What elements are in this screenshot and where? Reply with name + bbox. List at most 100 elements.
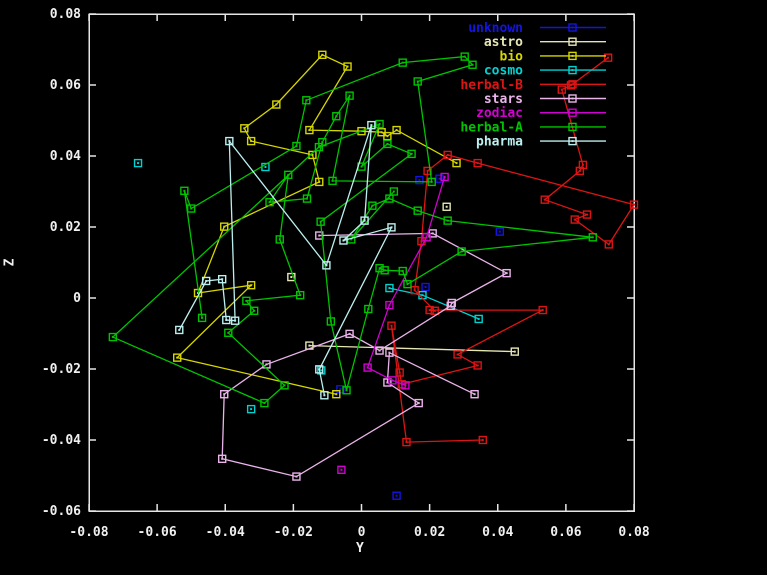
data-point-marker — [430, 306, 439, 315]
data-point-marker — [322, 261, 331, 270]
data-point-marker — [287, 272, 296, 282]
data-point-dot — [607, 56, 610, 59]
data-point-dot — [431, 232, 434, 235]
data-point-dot — [306, 197, 308, 200]
data-point-marker — [383, 378, 392, 387]
data-point-dot — [386, 381, 389, 384]
data-point-dot — [348, 332, 351, 335]
data-point-marker — [317, 366, 326, 375]
data-point-marker — [427, 177, 436, 187]
data-point-dot — [335, 115, 338, 118]
data-point-marker — [295, 290, 305, 300]
x-tick-label: 0.06 — [550, 525, 581, 540]
data-point-marker — [246, 404, 256, 414]
data-point-marker — [387, 321, 396, 330]
data-point-marker — [375, 263, 384, 273]
data-point-dot — [445, 205, 448, 208]
data-point-marker — [575, 166, 585, 176]
data-point-marker — [604, 240, 613, 249]
data-point-marker — [332, 390, 341, 399]
data-point-marker — [339, 236, 348, 245]
data-point-dot — [446, 219, 449, 222]
data-point-marker — [414, 398, 423, 408]
data-point-marker — [473, 361, 482, 370]
data-point-dot — [223, 225, 226, 228]
data-point-dot — [388, 304, 391, 307]
data-point-dot — [308, 129, 311, 132]
data-point-marker — [175, 325, 184, 335]
data-point-dot — [633, 203, 635, 206]
data-point-dot — [321, 53, 324, 56]
data-point-dot — [421, 294, 424, 297]
data-point-marker — [302, 194, 312, 203]
data-point-marker — [473, 158, 482, 168]
data-point-marker — [316, 217, 325, 226]
data-point-dot — [428, 309, 431, 312]
data-point-marker — [389, 187, 399, 196]
data-point-dot — [318, 180, 321, 183]
data-point-marker — [385, 194, 394, 203]
data-point-dot — [283, 384, 286, 387]
data-point-dot — [318, 234, 321, 237]
data-point-dot — [228, 140, 231, 143]
data-point-dot — [430, 180, 433, 183]
data-point-marker — [435, 174, 444, 183]
data-point-dot — [278, 238, 281, 241]
y-tick-label: 0.08 — [50, 7, 81, 22]
x-tick-label: 0.08 — [618, 525, 649, 540]
x-tick-label: -0.02 — [274, 525, 313, 540]
data-point-dot — [446, 153, 449, 156]
legend-marker-dot-zodiac — [571, 111, 574, 114]
data-point-dot — [243, 127, 246, 130]
data-point-marker — [186, 204, 196, 213]
data-point-marker — [392, 491, 401, 500]
data-point-dot — [265, 363, 268, 366]
data-point-marker — [225, 136, 234, 146]
data-point-dot — [331, 179, 334, 182]
data-point-dot — [413, 289, 416, 292]
y-tick-label: -0.04 — [42, 433, 81, 448]
data-point-dot — [463, 55, 466, 58]
data-point-dot — [477, 317, 480, 320]
legend-marker-dot-cosmo — [571, 69, 574, 72]
data-point-dot — [573, 218, 576, 221]
data-point-dot — [317, 146, 320, 149]
data-point-marker — [443, 216, 452, 225]
data-point-marker — [425, 305, 434, 315]
data-point-marker — [320, 391, 329, 400]
data-point-dot — [221, 457, 224, 460]
data-point-marker — [108, 332, 118, 342]
data-point-marker — [240, 124, 249, 133]
legend-label-herbal-A: herbal-A — [460, 120, 523, 135]
data-point-marker — [224, 328, 233, 337]
data-point-dot — [460, 250, 463, 253]
data-point-marker — [242, 296, 251, 306]
data-point-marker — [385, 300, 394, 310]
data-point-dot — [386, 135, 389, 138]
legend-marker-dot-stars — [571, 97, 574, 100]
data-point-marker — [275, 235, 284, 244]
data-point-dot — [416, 80, 419, 83]
plot-border — [88, 13, 635, 512]
legend-label-astro: astro — [484, 35, 523, 50]
data-point-dot — [366, 366, 369, 369]
data-point-marker — [230, 316, 240, 325]
data-point-dot — [111, 336, 114, 339]
data-point-marker — [403, 279, 412, 289]
data-point-dot — [137, 162, 140, 165]
data-point-marker — [440, 172, 449, 182]
data-point-dot — [424, 285, 427, 288]
data-point-marker — [401, 381, 410, 390]
data-point-marker — [260, 398, 269, 408]
data-point-dot — [383, 269, 386, 272]
data-point-dot — [543, 198, 546, 201]
data-point-dot — [401, 270, 404, 273]
data-point-dot — [476, 162, 479, 165]
data-point-dot — [433, 309, 436, 312]
data-point-marker — [315, 231, 324, 240]
data-point-marker — [510, 347, 519, 356]
data-point-dot — [268, 201, 271, 204]
data-point-dot — [319, 220, 322, 223]
data-point-marker — [220, 390, 229, 399]
